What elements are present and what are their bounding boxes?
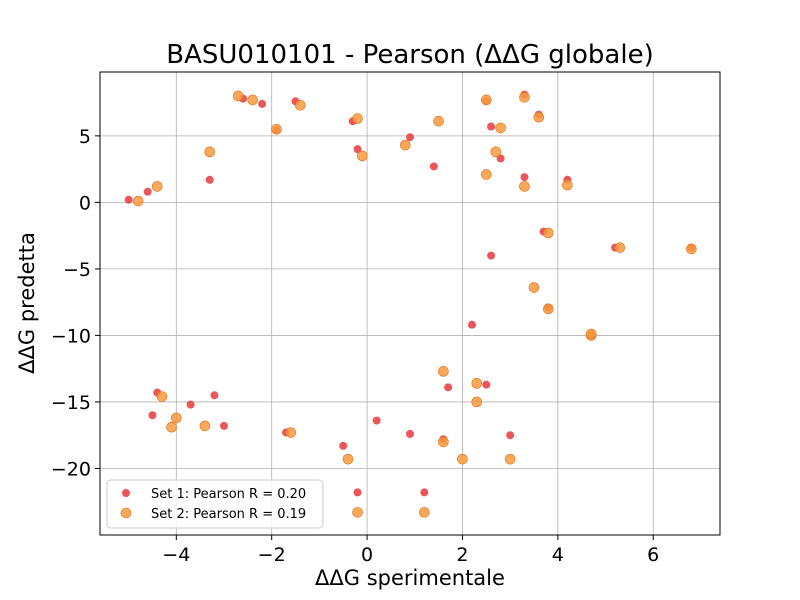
data-point [482,380,491,389]
data-point [353,145,362,154]
series-set-2 [132,90,697,518]
data-point [199,420,211,432]
data-point [433,115,444,127]
data-point [533,111,545,123]
data-point [471,378,483,389]
data-point [543,303,554,315]
x-tick-label: −2 [258,544,286,566]
data-point [457,453,468,465]
y-axis-ticks: −20 −15 −10 −5 0 5 [51,126,100,480]
data-point [429,162,438,171]
data-point [520,173,529,182]
x-tick-label: 6 [647,544,659,566]
data-points [124,90,697,518]
data-point [166,421,177,433]
data-point [406,133,414,142]
data-point [444,383,453,392]
data-point [186,400,195,409]
y-tick-label: −20 [51,458,91,480]
data-point [372,416,381,425]
legend: Set 1: Pearson R = 0.20 Set 2: Pearson R… [106,479,324,529]
data-point [487,122,496,131]
data-point [495,122,506,134]
data-point [686,243,697,255]
data-point [258,99,267,108]
data-point [247,94,258,106]
data-point [614,242,626,253]
data-point [519,91,530,103]
data-point [210,391,219,400]
data-point [420,488,429,497]
data-point [399,139,411,151]
data-point [471,396,483,408]
legend-label-set-2: Set 2: Pearson R = 0.19 [151,507,306,522]
data-point [406,429,414,438]
data-point [124,195,133,204]
data-point [285,427,297,438]
legend-label-set-1: Set 1: Pearson R = 0.20 [151,487,306,502]
data-point [357,150,368,162]
data-point [496,154,505,163]
legend-box [106,479,324,529]
y-tick-label: −5 [63,259,91,281]
plot-frame [99,71,721,536]
data-point [506,431,515,440]
data-point [151,181,163,192]
data-point [504,453,516,465]
y-tick-label: 0 [79,192,91,214]
x-tick-label: 2 [456,544,468,566]
data-point [438,366,449,377]
chart-title: BASU010101 - Pearson (ΔΔG globale) [166,40,653,70]
data-point [220,421,228,430]
data-point [468,320,476,329]
data-point [143,187,152,196]
data-point [342,453,354,465]
grid-lines [100,72,720,535]
data-point [352,507,363,518]
data-point [528,282,540,293]
data-point [233,90,244,102]
data-point [205,175,214,184]
x-tick-label: 4 [552,544,564,566]
y-tick-label: −10 [51,325,91,347]
x-tick-label: 0 [361,544,373,566]
y-tick-label: −15 [51,392,91,414]
data-point [204,146,215,158]
data-point [490,146,502,158]
data-point [132,195,144,207]
data-point [562,179,573,191]
legend-marker-set-1 [122,489,130,497]
data-point [585,328,597,340]
data-point [481,169,492,180]
plot-area [100,72,720,535]
data-point [148,411,157,420]
x-tick-label: −4 [162,544,190,566]
data-point [438,436,449,448]
data-point [353,488,362,497]
y-tick-label: 5 [79,126,91,148]
data-point [339,441,348,450]
data-point [487,251,496,260]
data-point [519,181,530,192]
data-point [156,391,168,402]
data-point [481,94,492,106]
data-point [419,507,430,518]
data-point [171,412,182,424]
data-point [271,123,282,135]
legend-marker-set-2 [120,507,132,519]
y-axis-label: ΔΔG predetta [15,232,39,374]
data-point [352,113,363,124]
x-axis-ticks: −4 −2 0 2 4 6 [162,535,659,566]
x-axis-label: ΔΔG sperimentale [315,566,505,590]
data-point [295,99,306,111]
data-point [543,227,554,239]
